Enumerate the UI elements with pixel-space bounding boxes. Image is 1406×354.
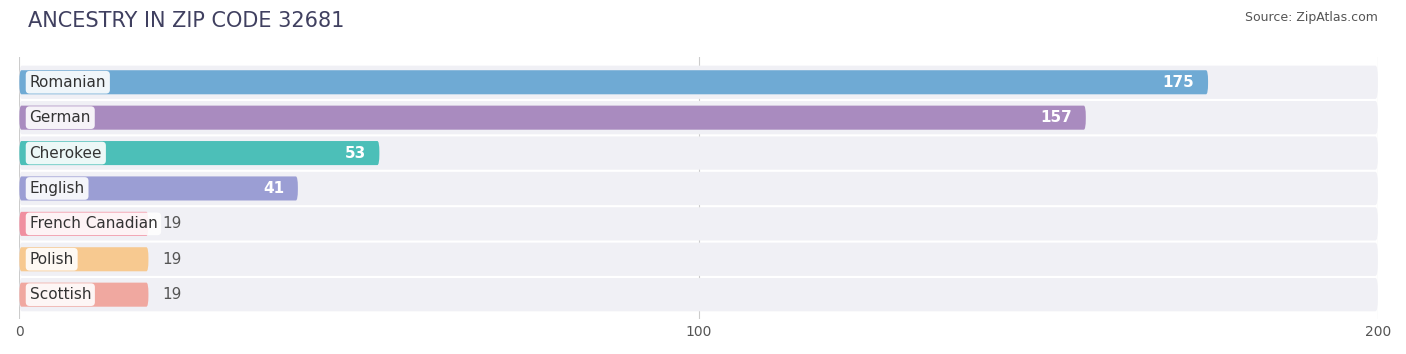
FancyBboxPatch shape xyxy=(20,141,380,165)
Text: 19: 19 xyxy=(162,252,181,267)
Text: 53: 53 xyxy=(344,145,366,161)
Text: 41: 41 xyxy=(263,181,284,196)
FancyBboxPatch shape xyxy=(20,282,149,307)
Text: Cherokee: Cherokee xyxy=(30,145,103,161)
Text: English: English xyxy=(30,181,84,196)
FancyBboxPatch shape xyxy=(20,176,298,200)
FancyBboxPatch shape xyxy=(20,70,1208,94)
Text: Scottish: Scottish xyxy=(30,287,91,302)
FancyBboxPatch shape xyxy=(20,242,1378,276)
Text: 157: 157 xyxy=(1040,110,1073,125)
FancyBboxPatch shape xyxy=(20,247,149,271)
Text: Romanian: Romanian xyxy=(30,75,105,90)
FancyBboxPatch shape xyxy=(20,136,1378,170)
Text: Polish: Polish xyxy=(30,252,73,267)
FancyBboxPatch shape xyxy=(20,207,1378,240)
FancyBboxPatch shape xyxy=(20,65,1378,99)
FancyBboxPatch shape xyxy=(20,101,1378,134)
FancyBboxPatch shape xyxy=(20,105,1085,130)
Text: ANCESTRY IN ZIP CODE 32681: ANCESTRY IN ZIP CODE 32681 xyxy=(28,11,344,30)
Text: German: German xyxy=(30,110,91,125)
Text: 175: 175 xyxy=(1163,75,1195,90)
FancyBboxPatch shape xyxy=(20,212,149,236)
Text: 19: 19 xyxy=(162,216,181,232)
Text: Source: ZipAtlas.com: Source: ZipAtlas.com xyxy=(1244,11,1378,24)
FancyBboxPatch shape xyxy=(20,278,1378,311)
Text: French Canadian: French Canadian xyxy=(30,216,157,232)
Text: 19: 19 xyxy=(162,287,181,302)
FancyBboxPatch shape xyxy=(20,172,1378,205)
